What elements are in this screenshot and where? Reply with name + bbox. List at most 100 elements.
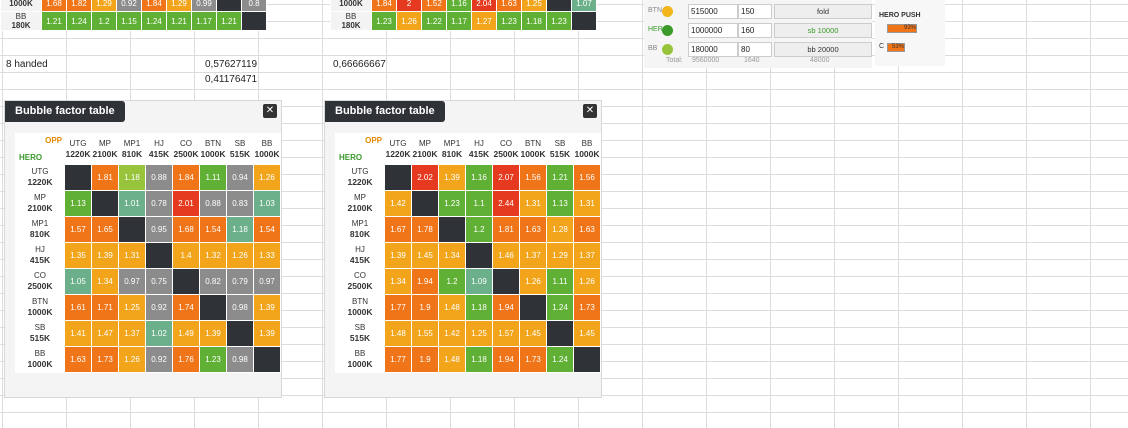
bubble-cell[interactable]: 1.39 [91,242,119,269]
bubble-cell[interactable] [384,164,412,191]
bubble-cell[interactable]: 1.45 [411,242,439,269]
bubble-cell[interactable] [546,0,572,12]
bubble-cell[interactable]: 1.2 [465,216,493,243]
bubble-cell[interactable]: 1.23 [438,190,466,217]
bubble-cell[interactable]: 0.99 [191,0,217,12]
bubble-cell[interactable]: 1.26 [226,242,254,269]
action-select[interactable]: sb 10000 [774,23,872,38]
bubble-cell[interactable]: 1.25 [118,294,146,321]
bubble-cell[interactable]: 1.94 [492,346,520,373]
bubble-cell[interactable]: 2.07 [492,164,520,191]
bubble-cell[interactable]: 1.25 [521,0,547,12]
bubble-cell[interactable] [241,11,267,31]
bubble-cell[interactable] [145,242,173,269]
bubble-cell[interactable]: 1.94 [492,294,520,321]
bubble-cell[interactable]: 1.84 [141,0,167,12]
bubble-cell[interactable]: 1.71 [91,294,119,321]
bubble-cell[interactable]: 1.4 [172,242,200,269]
bubble-cell[interactable]: 1.13 [64,190,92,217]
bubble-cell[interactable]: 0.83 [226,190,254,217]
sheet-cell-value-a1[interactable]: 0,57627119 [205,59,258,70]
bubble-cell[interactable]: 1.18 [465,346,493,373]
bubble-cell[interactable]: 1.84 [172,164,200,191]
bubble-cell[interactable]: 1.65 [91,216,119,243]
bubble-cell[interactable]: 1.21 [546,164,574,191]
stack-input[interactable]: 1000000 [688,23,738,38]
bubble-cell[interactable]: 1.84 [371,0,397,12]
bubble-cell[interactable]: 1.39 [253,320,281,347]
bubble-cell[interactable]: 1.11 [199,164,227,191]
bubble-cell[interactable]: 1.29 [546,242,574,269]
bubble-cell[interactable]: 0.97 [253,268,281,295]
bubble-cell[interactable]: 1.09 [465,268,493,295]
bubble-cell[interactable]: 1.26 [118,346,146,373]
bubble-cell[interactable] [199,294,227,321]
stack-input[interactable]: 180000 [688,42,738,57]
bubble-cell[interactable]: 1.18 [465,294,493,321]
bubble-cell[interactable]: 1.42 [438,320,466,347]
bubble-cell[interactable]: 1.82 [66,0,92,12]
bubble-cell[interactable]: 1.49 [172,320,200,347]
bubble-cell[interactable]: 1.22 [421,11,447,31]
bubble-cell[interactable]: 1.46 [492,242,520,269]
bubble-cell[interactable]: 0.92 [116,0,142,12]
bet-input[interactable]: 80 [738,42,772,57]
bubble-cell[interactable]: 1.11 [546,268,574,295]
bubble-cell[interactable]: 0.92 [145,294,173,321]
bubble-cell[interactable]: 1.73 [91,346,119,373]
bubble-cell[interactable] [64,164,92,191]
bubble-cell[interactable]: 1.16 [446,0,472,12]
bubble-cell[interactable]: 1.2 [438,268,466,295]
bubble-cell[interactable]: 1.02 [145,320,173,347]
bubble-cell[interactable]: 0.98 [226,346,254,373]
action-select[interactable]: fold [774,4,872,19]
bubble-cell[interactable]: 1.81 [492,216,520,243]
bubble-cell[interactable]: 1.31 [519,190,547,217]
sheet-cell-8handed[interactable]: 8 handed [6,59,48,70]
bubble-cell[interactable]: 1.31 [573,190,601,217]
bubble-cell[interactable] [216,0,242,12]
window-title[interactable]: Bubble factor table [325,101,445,122]
bubble-cell[interactable]: 1.9 [411,346,439,373]
bubble-cell[interactable]: 1.33 [253,242,281,269]
bubble-cell[interactable]: 1.63 [573,216,601,243]
bubble-cell[interactable]: 2.01 [172,190,200,217]
close-icon[interactable]: ✕ [583,104,597,118]
bubble-cell[interactable]: 1.26 [396,11,422,31]
bubble-cell[interactable]: 1.39 [199,320,227,347]
bubble-cell[interactable]: 1.23 [496,11,522,31]
bubble-cell[interactable]: 1.23 [546,11,572,31]
bubble-cell[interactable]: 1.48 [384,320,412,347]
bubble-cell[interactable]: 1.18 [521,11,547,31]
bubble-cell[interactable]: 1.47 [91,320,119,347]
stack-input[interactable]: 515000 [688,4,738,19]
bubble-cell[interactable]: 1.63 [519,216,547,243]
bubble-cell[interactable]: 1.68 [41,0,67,12]
bubble-cell[interactable]: 1.17 [446,11,472,31]
bubble-cell[interactable]: 1.34 [384,268,412,295]
bubble-cell[interactable]: 1.45 [519,320,547,347]
bubble-cell[interactable] [118,216,146,243]
bubble-cell[interactable] [172,268,200,295]
bubble-cell[interactable]: 1.21 [216,11,242,31]
bubble-cell[interactable]: 1.73 [573,294,601,321]
bubble-cell[interactable] [253,346,281,373]
bubble-cell[interactable]: 1.24 [546,346,574,373]
bubble-cell[interactable] [438,216,466,243]
bubble-cell[interactable]: 1.16 [465,164,493,191]
bubble-cell[interactable]: 1.15 [116,11,142,31]
bubble-cell[interactable]: 1.32 [199,242,227,269]
bubble-cell[interactable]: 0.92 [145,346,173,373]
sheet-cell-value-b1[interactable]: 0,66666667 [333,59,386,70]
bubble-cell[interactable]: 1.81 [91,164,119,191]
bubble-cell[interactable] [411,190,439,217]
bubble-cell[interactable]: 1.54 [253,216,281,243]
bubble-cell[interactable]: 1.28 [546,216,574,243]
bubble-cell[interactable]: 1.77 [384,294,412,321]
bubble-cell[interactable]: 1.34 [438,242,466,269]
bubble-cell[interactable]: 1.07 [571,0,597,12]
bubble-cell[interactable]: 1.56 [519,164,547,191]
bubble-cell[interactable]: 1.1 [465,190,493,217]
bubble-cell[interactable]: 1.73 [519,346,547,373]
bubble-cell[interactable]: 1.48 [438,294,466,321]
